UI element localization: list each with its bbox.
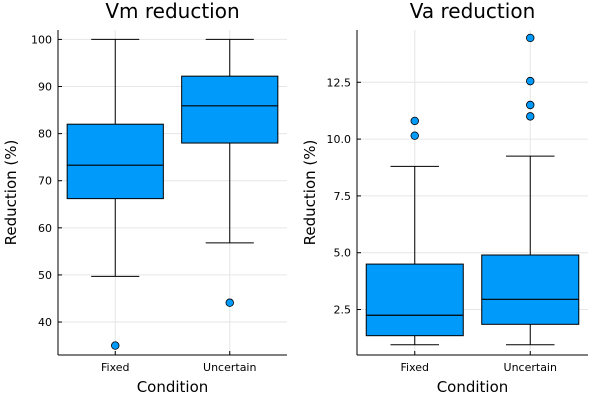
y-tick-label: 90 <box>38 81 52 94</box>
y-axis-title: Reduction (%) <box>2 140 20 246</box>
box-fixed <box>66 38 164 350</box>
outlier-point <box>111 341 120 350</box>
y-tick-label: 100 <box>31 33 52 46</box>
chart-title: Vm reduction <box>105 0 239 23</box>
y-tick-label: 12.5 <box>327 76 352 89</box>
x-tick-label: Fixed <box>101 361 130 374</box>
outlier-point <box>225 298 234 307</box>
iqr-box <box>365 263 464 337</box>
y-tick-label: 7.5 <box>334 190 352 203</box>
box-fixed <box>365 116 464 346</box>
chart-panel-2: Va reduction 2.5 5.0 7.5 10.0 12.5 Fixed Uncert… <box>301 0 588 396</box>
y-tick-label: 80 <box>38 128 52 141</box>
y-tick-label: 5.0 <box>334 247 352 260</box>
outlier-point <box>526 76 535 86</box>
outlier-point <box>410 116 419 126</box>
y-tick-label: 50 <box>38 269 52 282</box>
iqr-box <box>181 75 279 144</box>
y-tick-label: 40 <box>38 316 52 329</box>
y-tick-label: 2.5 <box>334 304 352 317</box>
box-uncertain <box>181 38 279 307</box>
outlier-point <box>526 33 535 43</box>
y-tick-label: 70 <box>38 175 52 188</box>
x-tick-label: Fixed <box>400 361 429 374</box>
y-axis-title: Reduction (%) <box>301 140 319 246</box>
x-axis-title: Condition <box>437 378 509 396</box>
x-tick-label: Uncertain <box>203 361 256 374</box>
x-axis-title: Condition <box>137 378 209 396</box>
y-tick-label: 60 <box>38 222 52 235</box>
outlier-point <box>410 131 419 140</box>
box-uncertain <box>481 33 580 346</box>
x-tick-label: Uncertain <box>504 361 557 374</box>
iqr-box <box>481 254 580 325</box>
chart-title: Va reduction <box>410 0 536 23</box>
y-tick-label: 10.0 <box>327 133 352 146</box>
iqr-box <box>66 123 164 200</box>
outlier-point <box>526 112 535 121</box>
outlier-point <box>526 100 535 110</box>
chart-panel-1: Vm reduction 40 50 60 70 80 90 100 Fixed Uncertai… <box>2 0 287 396</box>
